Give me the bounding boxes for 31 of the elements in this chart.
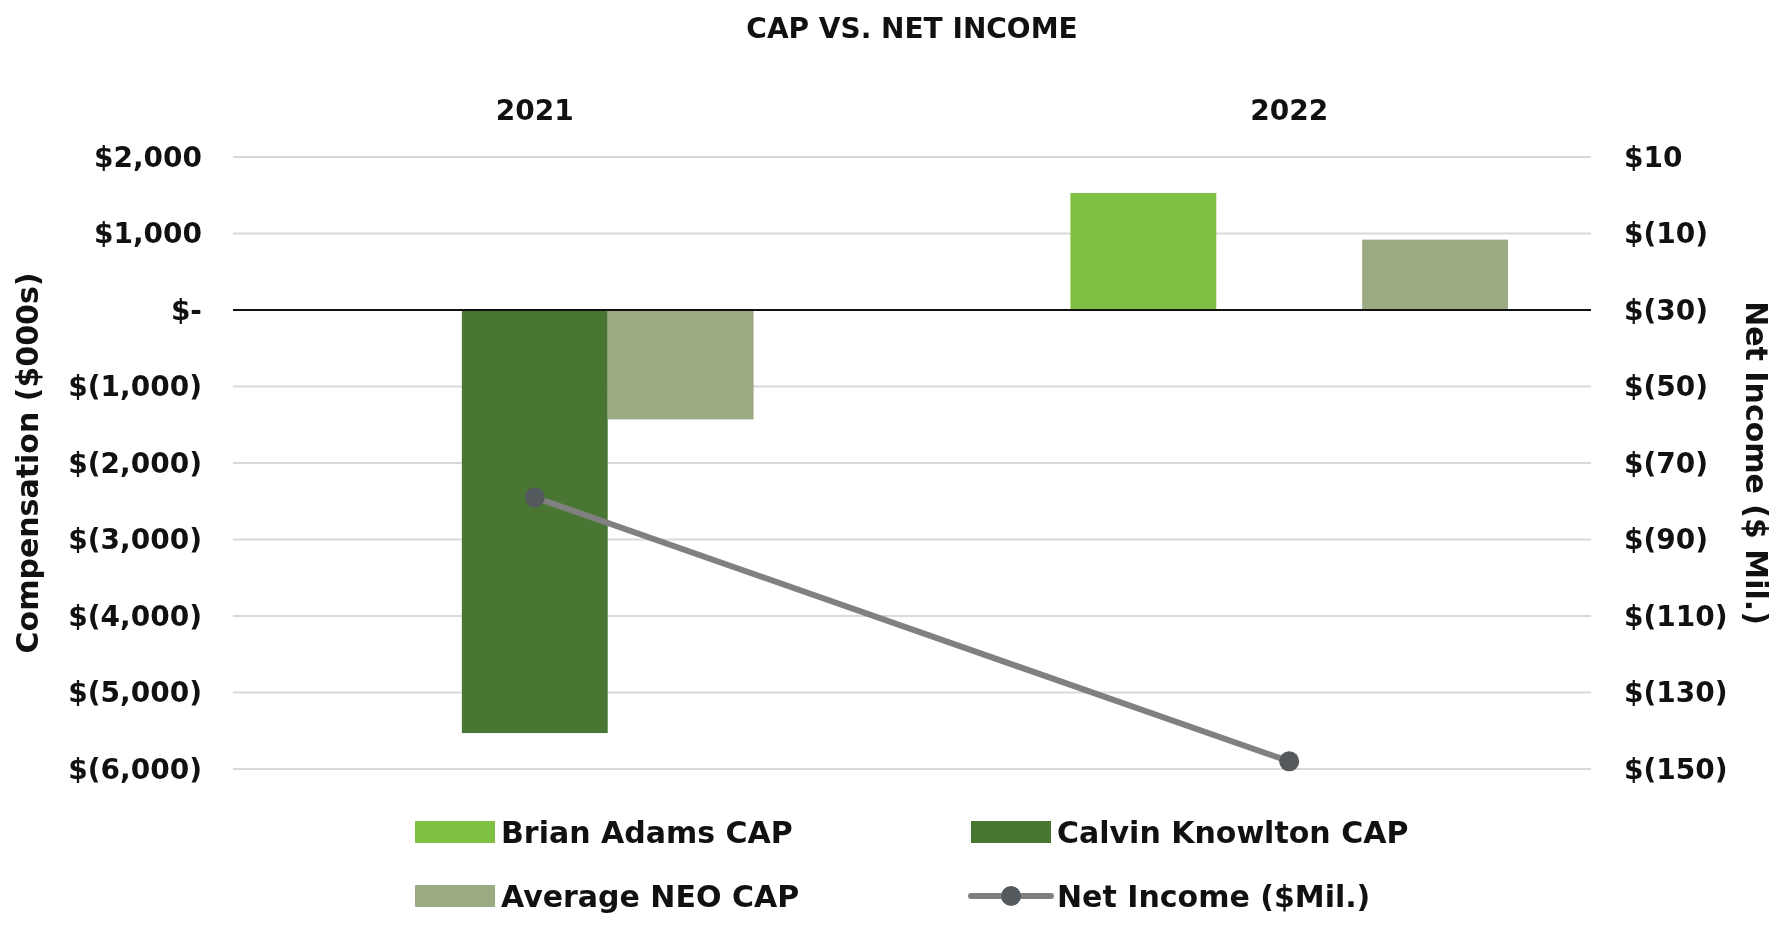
legend-label: Calvin Knowlton CAP (1057, 814, 1409, 850)
y-tick-label: $(4,000) (68, 599, 202, 633)
y-tick-label: $(6,000) (68, 752, 202, 786)
legend-label: Brian Adams CAP (501, 814, 793, 850)
y2-tick-label: $(30) (1624, 293, 1709, 327)
y-tick-label: $(3,000) (68, 523, 202, 557)
y-tick-label: $(5,000) (68, 676, 202, 710)
y2-tick-label: $(70) (1624, 446, 1709, 480)
y2-tick-label: $(130) (1624, 676, 1728, 710)
x-tick-label: 2021 (495, 94, 574, 127)
legend-label: Average NEO CAP (501, 878, 800, 914)
y-tick-label: $1,000 (93, 217, 202, 251)
y2-tick-label: $(110) (1624, 599, 1728, 633)
y-axis-title: Compensation ($000s) (10, 272, 45, 654)
y2-tick-label: $(10) (1624, 217, 1709, 251)
y-tick-label: $(2,000) (68, 446, 202, 480)
x-tick-label: 2022 (1250, 94, 1329, 127)
y2-tick-label: $(50) (1624, 370, 1709, 404)
bar (607, 310, 754, 420)
y2-tick-label: $10 (1624, 140, 1683, 174)
y2-tick-label: $(150) (1624, 752, 1728, 786)
y-tick-label: $- (170, 293, 202, 327)
y2-axis-title: Net Income ($ Mil.) (1739, 301, 1774, 625)
bar (1362, 239, 1509, 310)
bar (461, 310, 608, 734)
y-tick-label: $(1,000) (68, 370, 202, 404)
legend-label: Net Income ($Mil.) (1057, 878, 1371, 914)
bar (1070, 192, 1217, 310)
chart-title: CAP VS. NET INCOME (746, 12, 1078, 45)
y2-tick-label: $(90) (1624, 523, 1709, 557)
y-tick-label: $2,000 (93, 140, 202, 174)
